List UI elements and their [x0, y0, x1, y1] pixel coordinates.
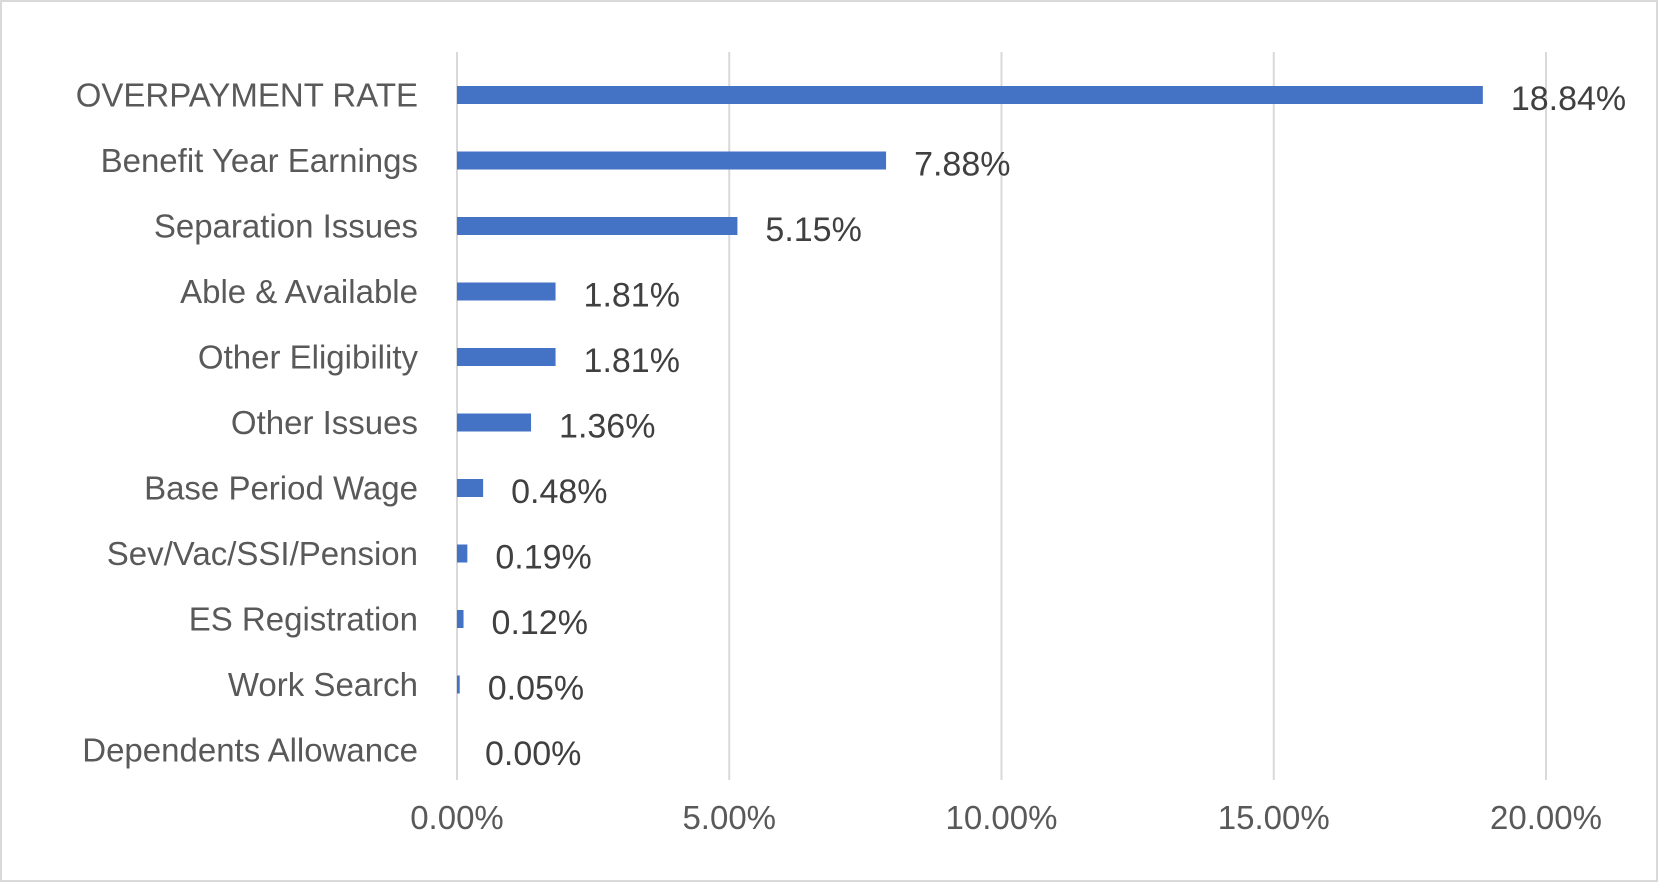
category-labels: OVERPAYMENT RATE Benefit Year Earnings Sep… — [76, 77, 419, 769]
category-label: Dependents Allowance — [82, 732, 418, 769]
x-tick-label: 0.00% — [410, 799, 504, 836]
category-label: OVERPAYMENT RATE — [76, 77, 418, 114]
x-axis-tick-labels: 0.00% 5.00% 10.00% 15.00% 20.00% — [410, 799, 1602, 836]
x-tick-label: 20.00% — [1490, 799, 1602, 836]
bar — [457, 217, 738, 235]
category-label: Separation Issues — [154, 208, 418, 245]
data-label: 0.48% — [511, 473, 607, 511]
bar — [457, 348, 556, 366]
data-label: 0.05% — [488, 670, 584, 708]
bar — [457, 675, 460, 694]
data-label: 5.15% — [765, 211, 861, 249]
x-tick-label: 5.00% — [682, 799, 776, 836]
data-label: 0.19% — [495, 539, 591, 577]
category-label: ES Registration — [189, 601, 418, 638]
bar — [457, 610, 464, 628]
bar — [457, 151, 887, 170]
category-label: Able & Available — [180, 273, 418, 310]
data-label: 7.88% — [914, 146, 1010, 184]
data-label: 0.00% — [485, 735, 581, 773]
data-label: 1.81% — [584, 342, 680, 380]
data-label: 18.84% — [1511, 80, 1626, 118]
bar — [457, 282, 556, 301]
bar — [457, 544, 468, 563]
category-label: Base Period Wage — [144, 470, 418, 507]
gridlines — [456, 52, 1547, 780]
bar — [457, 86, 1483, 104]
bar — [457, 413, 532, 432]
x-tick-label: 15.00% — [1218, 799, 1330, 836]
category-label: Benefit Year Earnings — [101, 142, 418, 179]
data-labels: 18.84% 7.88% 5.15% 1.81% 1.81% 1.36% 0.48% 0.19… — [485, 80, 1626, 773]
data-label: 1.81% — [584, 277, 680, 315]
category-label: Other Eligibility — [198, 339, 419, 376]
x-tick-label: 10.00% — [946, 799, 1058, 836]
data-label: 1.36% — [559, 408, 655, 446]
category-label: Sev/Vac/SSI/Pension — [107, 535, 418, 572]
category-label: Work Search — [228, 666, 418, 703]
bars — [457, 86, 1483, 694]
category-label: Other Issues — [231, 404, 418, 441]
bar — [457, 479, 484, 497]
data-label: 0.12% — [492, 604, 588, 642]
